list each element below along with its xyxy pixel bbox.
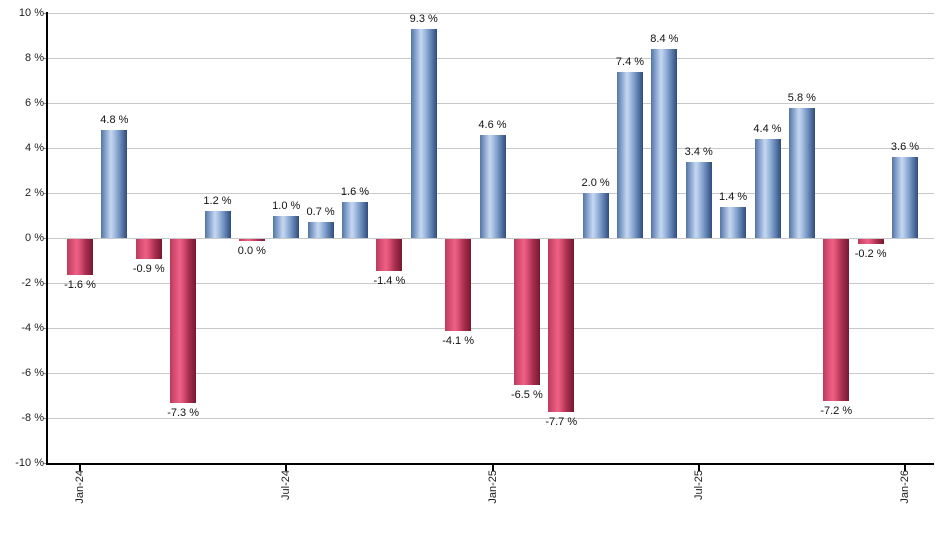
x-axis-tick xyxy=(904,465,906,471)
y-axis-label: 0 % xyxy=(25,232,44,244)
bar xyxy=(720,206,747,238)
y-axis-tick xyxy=(43,58,48,59)
bar xyxy=(204,211,231,238)
y-axis-tick xyxy=(43,463,48,464)
bar xyxy=(548,239,575,413)
bar xyxy=(513,239,540,386)
bar xyxy=(892,157,918,238)
y-axis-tick xyxy=(43,13,48,14)
y-axis-label: -8 % xyxy=(21,412,44,424)
x-axis-tick xyxy=(491,465,494,471)
y-axis-tick xyxy=(43,373,48,374)
bar xyxy=(101,130,128,238)
bar-value-label: -1.6 % xyxy=(64,279,96,291)
bar-value-label: 0.0 % xyxy=(237,244,266,257)
x-axis-tick xyxy=(697,465,700,471)
gridline xyxy=(48,103,934,104)
bar xyxy=(651,49,678,238)
bar xyxy=(788,107,815,238)
y-axis-tick xyxy=(43,238,48,239)
x-axis-label: Jul-24 xyxy=(280,470,293,500)
bar xyxy=(479,134,506,238)
bar xyxy=(617,71,643,238)
bar-value-label: -1.4 % xyxy=(373,274,406,287)
bar xyxy=(823,239,850,401)
y-axis-tick xyxy=(43,283,48,284)
bar xyxy=(376,239,403,271)
bar-value-label: 8.4 % xyxy=(650,33,679,45)
x-axis-label: Jan-24 xyxy=(74,470,86,504)
bar-value-label: 2.0 % xyxy=(581,177,610,189)
bar xyxy=(273,215,300,238)
bar-value-label: 1.4 % xyxy=(719,190,748,203)
bar-value-label: -7.7 % xyxy=(545,416,578,429)
bar-value-label: 0.7 % xyxy=(306,206,335,219)
bar-value-label: 4.4 % xyxy=(753,123,782,135)
y-axis-label: -6 % xyxy=(21,367,44,379)
y-axis-label: -4 % xyxy=(21,322,44,334)
bar-value-label: -7.3 % xyxy=(167,407,200,420)
bar-value-label: 1.6 % xyxy=(340,186,370,198)
gridline xyxy=(48,238,934,239)
bar-value-label: 1.2 % xyxy=(203,195,232,207)
bar xyxy=(754,139,781,238)
bar xyxy=(238,239,265,241)
x-axis-line xyxy=(46,463,934,465)
bar xyxy=(410,28,437,238)
bar-value-label: 4.8 % xyxy=(100,114,129,126)
y-axis-label: 8 % xyxy=(25,52,44,64)
bar xyxy=(685,161,712,238)
y-axis-line xyxy=(46,12,48,465)
bar xyxy=(170,239,197,404)
gridline xyxy=(48,13,934,14)
bar xyxy=(135,239,162,260)
bar-value-label: 7.4 % xyxy=(615,55,645,68)
y-axis-tick xyxy=(43,328,48,329)
bar-value-label: 3.4 % xyxy=(684,145,713,158)
x-axis-label: Jan-26 xyxy=(899,470,911,504)
bar-value-label: 4.6 % xyxy=(478,118,507,131)
bar-value-label: -0.2 % xyxy=(854,247,887,260)
y-axis-tick xyxy=(43,103,48,104)
y-axis-label: 10 % xyxy=(18,7,44,19)
bar-value-label: 3.6 % xyxy=(890,141,920,153)
y-axis-tick xyxy=(43,148,48,149)
y-axis-tick xyxy=(43,418,48,419)
bar-value-label: -6.5 % xyxy=(510,389,543,402)
x-axis-label: Jan-25 xyxy=(486,470,499,504)
gridline xyxy=(48,58,934,59)
bar-value-label: 1.0 % xyxy=(272,199,301,212)
bar xyxy=(67,239,93,275)
bar xyxy=(342,202,368,238)
bar xyxy=(857,239,884,244)
gridline xyxy=(48,373,934,374)
bar-value-label: -7.2 % xyxy=(820,405,853,417)
y-axis-label: 4 % xyxy=(25,142,44,154)
bar-value-label: -4.1 % xyxy=(442,335,475,348)
bar-value-label: 5.8 % xyxy=(787,91,816,104)
gridline xyxy=(48,418,934,419)
y-axis-tick xyxy=(43,193,48,194)
bar xyxy=(445,239,472,332)
bar-value-label: 9.3 % xyxy=(409,12,438,25)
y-axis-label: -2 % xyxy=(21,277,44,289)
y-axis-label: -10 % xyxy=(15,457,44,469)
bar-value-label: -0.9 % xyxy=(132,263,165,276)
x-axis-label: Jul-25 xyxy=(692,470,705,500)
gridline xyxy=(48,283,934,284)
y-axis-label: 2 % xyxy=(25,187,44,199)
x-axis-tick xyxy=(79,465,81,471)
bar xyxy=(582,193,609,238)
gridline xyxy=(48,328,934,329)
x-axis-tick xyxy=(285,465,288,471)
bar xyxy=(307,222,334,238)
y-axis-label: 6 % xyxy=(25,97,44,109)
